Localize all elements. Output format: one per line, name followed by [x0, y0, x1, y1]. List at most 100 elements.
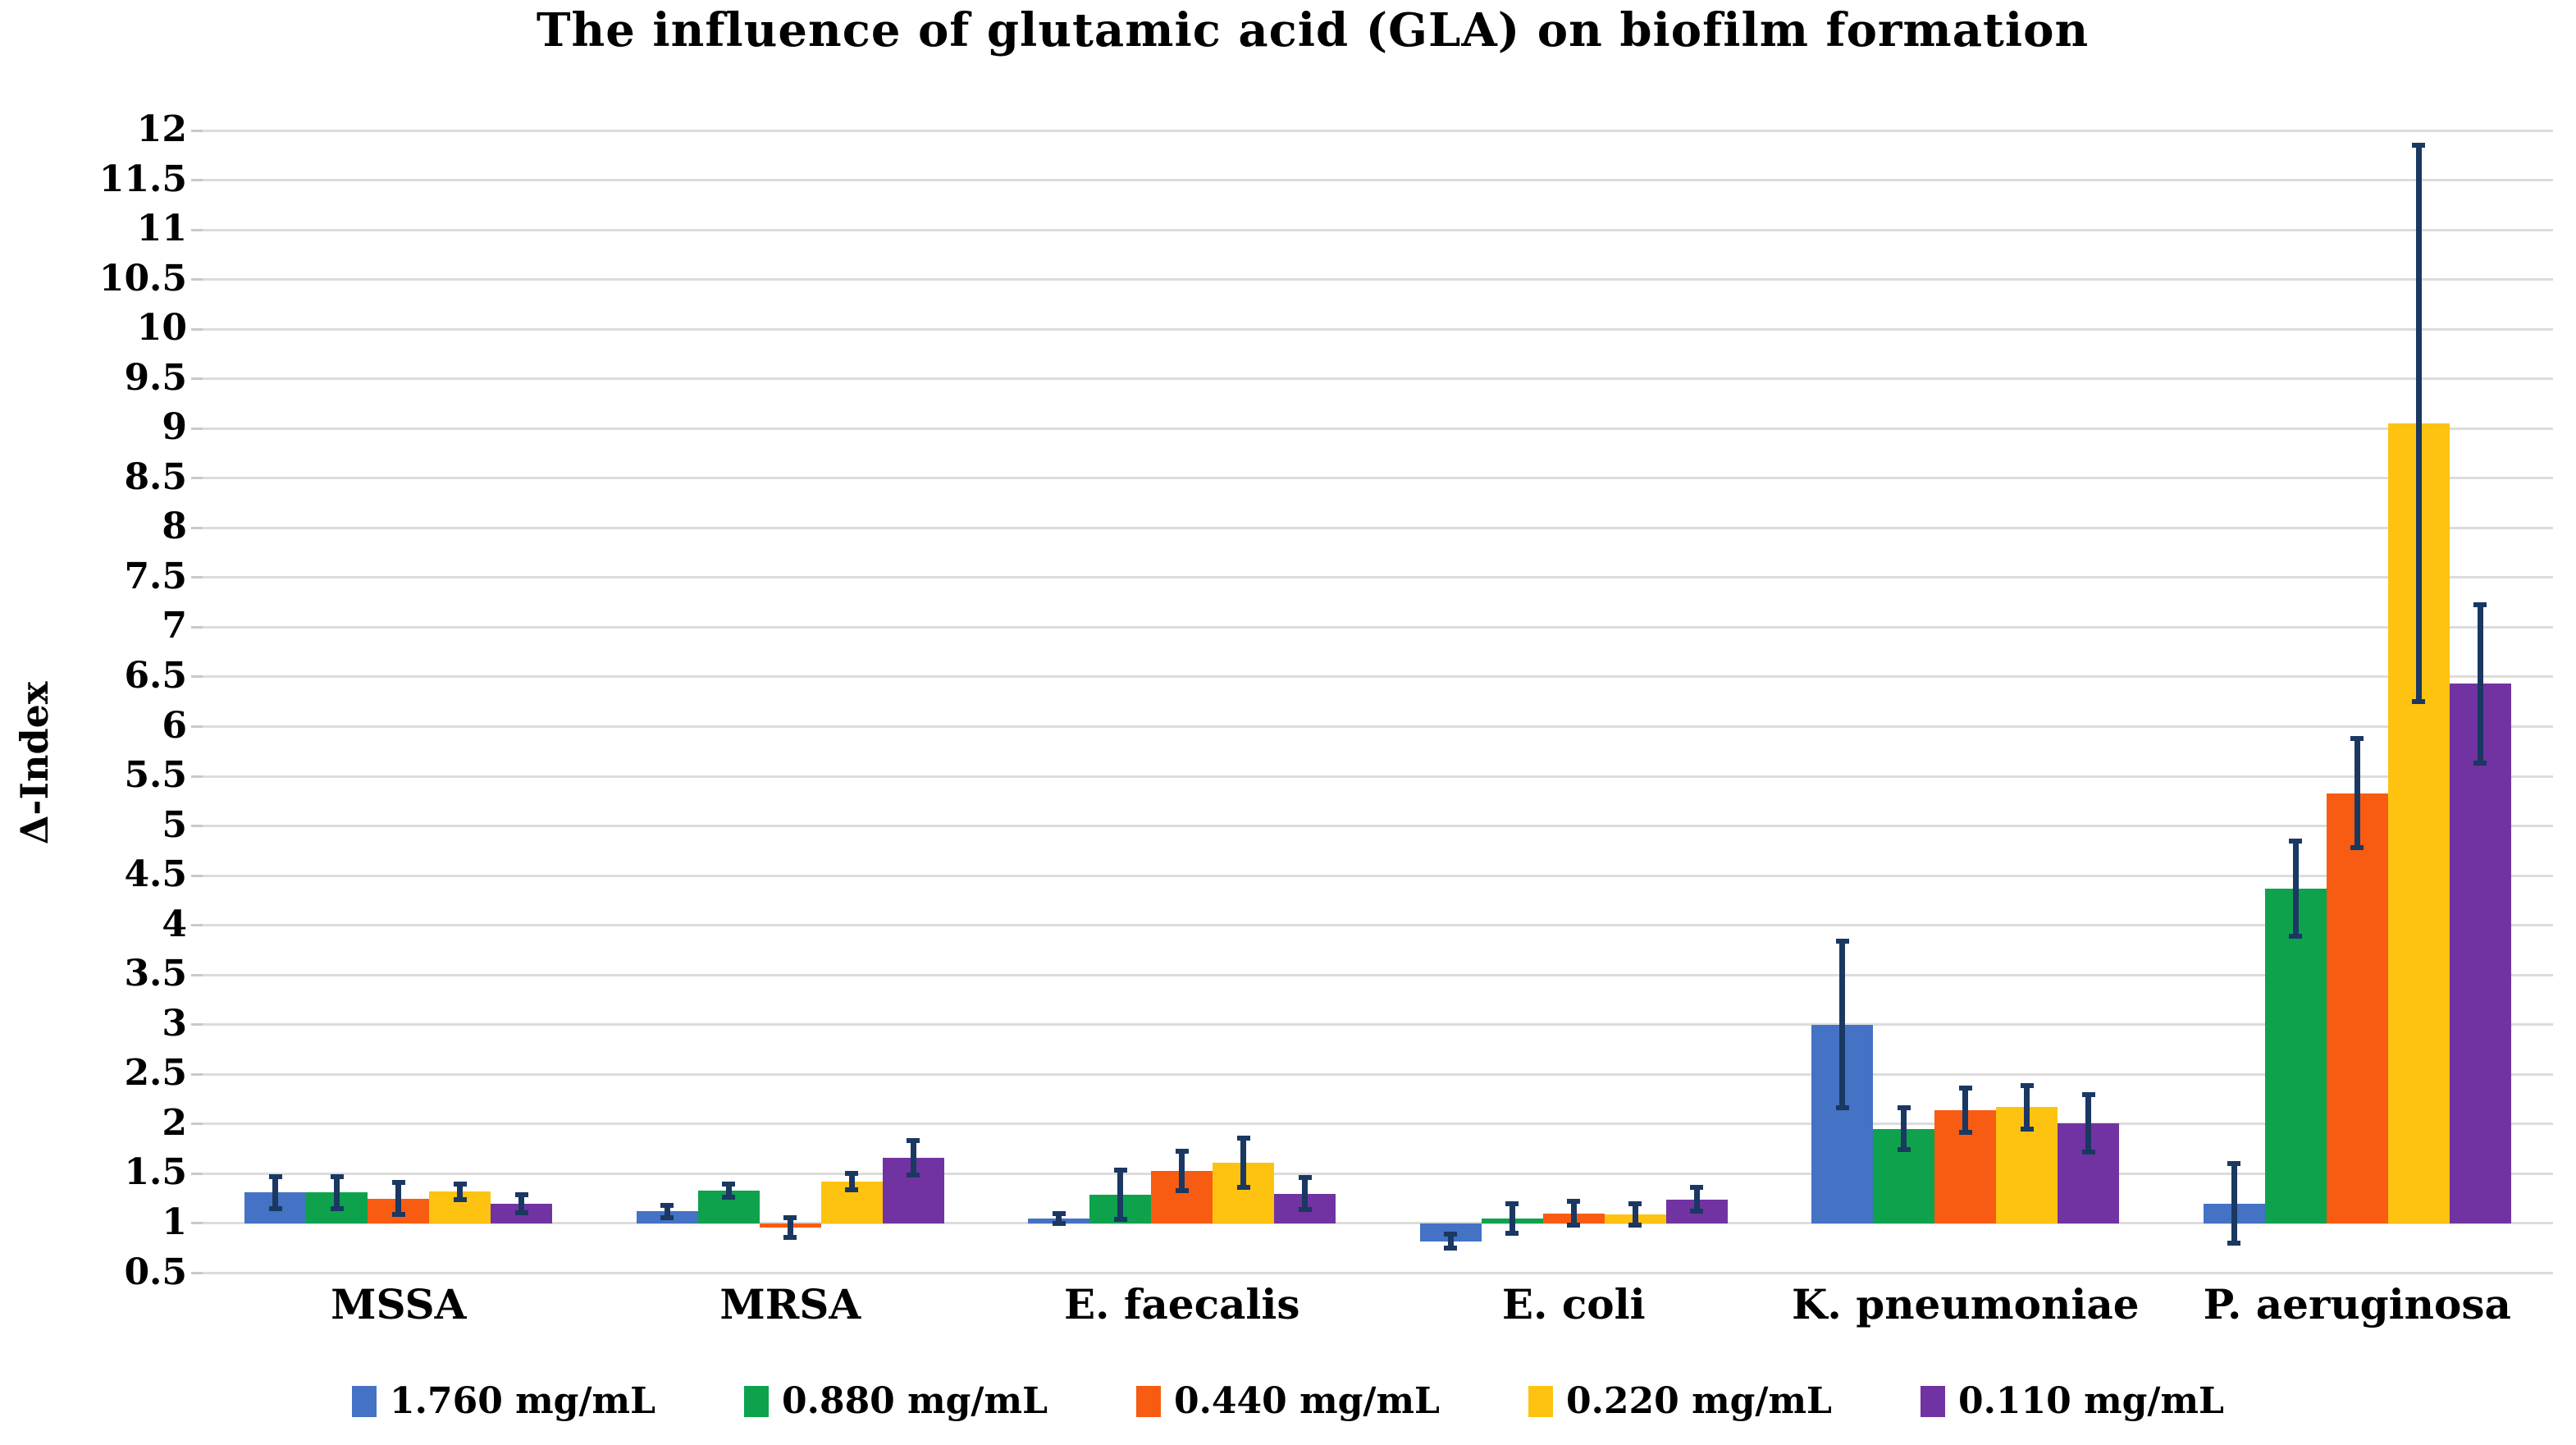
- error-bar: [1839, 941, 1846, 1109]
- y-axis-tick-label: 8.5: [124, 455, 187, 498]
- y-axis-tick: [191, 576, 203, 579]
- error-bar-cap: [268, 1205, 282, 1211]
- y-axis-tick: [191, 377, 203, 381]
- error-bar-cap: [660, 1214, 674, 1220]
- error-bar-cap: [2473, 601, 2487, 607]
- error-bar-cap: [1505, 1231, 1519, 1237]
- error-bar-cap: [1505, 1200, 1519, 1206]
- error-bar-cap: [2412, 699, 2426, 705]
- error-bar-cap: [722, 1181, 736, 1187]
- x-axis-category-label: MRSA: [719, 1280, 861, 1328]
- y-axis-tick: [191, 228, 203, 231]
- y-axis-tick-label: 0.5: [124, 1251, 187, 1293]
- error-bar: [334, 1177, 340, 1209]
- error-bar: [2024, 1085, 2030, 1129]
- gridline: [203, 228, 2553, 231]
- gridline: [203, 477, 2553, 480]
- y-axis-tick-label: 3: [162, 1002, 187, 1045]
- x-axis-category-label: MSSA: [331, 1280, 467, 1328]
- y-axis-tick: [191, 278, 203, 281]
- error-bar: [910, 1141, 916, 1175]
- gridline: [203, 278, 2553, 281]
- y-axis-tick: [191, 775, 203, 778]
- error-bar-cap: [2081, 1149, 2095, 1155]
- error-bar-cap: [1444, 1246, 1458, 1251]
- error-bar-cap: [2227, 1241, 2241, 1246]
- legend-label: 0.440 mg/mL: [1174, 1380, 1440, 1422]
- error-bar: [1447, 1234, 1454, 1249]
- error-bar-cap: [391, 1212, 405, 1218]
- gridline: [203, 874, 2553, 877]
- legend-color-swatch: [1136, 1385, 1161, 1417]
- error-bar-cap: [1567, 1199, 1581, 1205]
- y-axis-tick: [191, 477, 203, 480]
- error-bar-cap: [1052, 1210, 1066, 1216]
- y-axis-tick: [191, 526, 203, 529]
- error-bar-cap: [1113, 1217, 1127, 1223]
- y-axis-tick: [191, 973, 203, 976]
- y-axis-tick: [191, 825, 203, 828]
- bar: [2264, 888, 2327, 1223]
- gridline: [203, 576, 2553, 579]
- error-bar-cap: [2350, 845, 2364, 851]
- error-bar-cap: [514, 1191, 528, 1197]
- error-bar-cap: [1628, 1200, 1642, 1206]
- error-bar: [787, 1217, 793, 1237]
- gridline: [203, 526, 2553, 529]
- y-axis-tick: [191, 725, 203, 729]
- error-bar-cap: [391, 1180, 405, 1186]
- y-axis-tick: [191, 129, 203, 132]
- error-bar: [1056, 1213, 1062, 1223]
- y-axis-tick-label: 1: [162, 1201, 187, 1244]
- y-axis-tick-label: 6: [162, 704, 187, 747]
- y-axis-tick-label: 5: [162, 803, 187, 846]
- error-bar: [1901, 1108, 1907, 1150]
- gridline: [203, 377, 2553, 381]
- y-axis-tick: [191, 924, 203, 927]
- y-axis-tick-label: 3.5: [124, 953, 187, 995]
- error-bar: [1179, 1150, 1185, 1191]
- legend-label: 0.110 mg/mL: [1957, 1380, 2224, 1422]
- y-axis-tick-label: 7: [162, 605, 187, 647]
- gridline: [203, 427, 2553, 430]
- error-bar: [1632, 1203, 1638, 1226]
- error-bar-cap: [1628, 1223, 1642, 1228]
- y-axis-tick: [191, 1123, 203, 1126]
- y-axis-tick-label: 4.5: [124, 853, 187, 896]
- error-bar-cap: [1835, 1105, 1849, 1111]
- gridline: [203, 973, 2553, 976]
- legend-label: 1.760 mg/mL: [390, 1380, 656, 1422]
- error-bar-cap: [1690, 1209, 1704, 1214]
- error-bar-cap: [2020, 1126, 2034, 1132]
- y-axis-tick: [191, 675, 203, 679]
- error-bar-cap: [2227, 1161, 2241, 1167]
- error-bar-cap: [453, 1181, 467, 1187]
- error-bar-cap: [2020, 1082, 2034, 1088]
- legend-label: 0.220 mg/mL: [1565, 1380, 1832, 1422]
- error-bar-cap: [2412, 143, 2426, 149]
- gridline: [203, 924, 2553, 927]
- legend-item: 0.220 mg/mL: [1528, 1380, 1832, 1422]
- y-axis-tick: [191, 1222, 203, 1225]
- error-bar-cap: [514, 1210, 528, 1215]
- error-bar: [457, 1183, 464, 1200]
- error-bar-cap: [660, 1203, 674, 1209]
- bar: [2449, 684, 2511, 1223]
- gridline: [203, 675, 2553, 679]
- error-bar-cap: [1897, 1105, 1911, 1111]
- x-axis-category-label: E. coli: [1501, 1280, 1646, 1328]
- error-bar-cap: [1958, 1129, 1972, 1135]
- y-axis-tick-label: 7.5: [124, 556, 187, 598]
- y-axis-tick-label: 2.5: [124, 1052, 187, 1095]
- error-bar-cap: [2081, 1091, 2095, 1097]
- y-axis-tick-label: 4: [162, 903, 187, 945]
- error-bar-cap: [722, 1195, 736, 1200]
- y-axis-tick: [191, 427, 203, 430]
- error-bar-cap: [1567, 1223, 1581, 1228]
- gridline: [203, 625, 2553, 629]
- error-bar-cap: [1298, 1175, 1312, 1181]
- y-axis-tick-label: 11: [136, 208, 187, 250]
- error-bar: [2477, 604, 2483, 764]
- y-axis-tick: [191, 1272, 203, 1274]
- error-bar: [518, 1194, 525, 1213]
